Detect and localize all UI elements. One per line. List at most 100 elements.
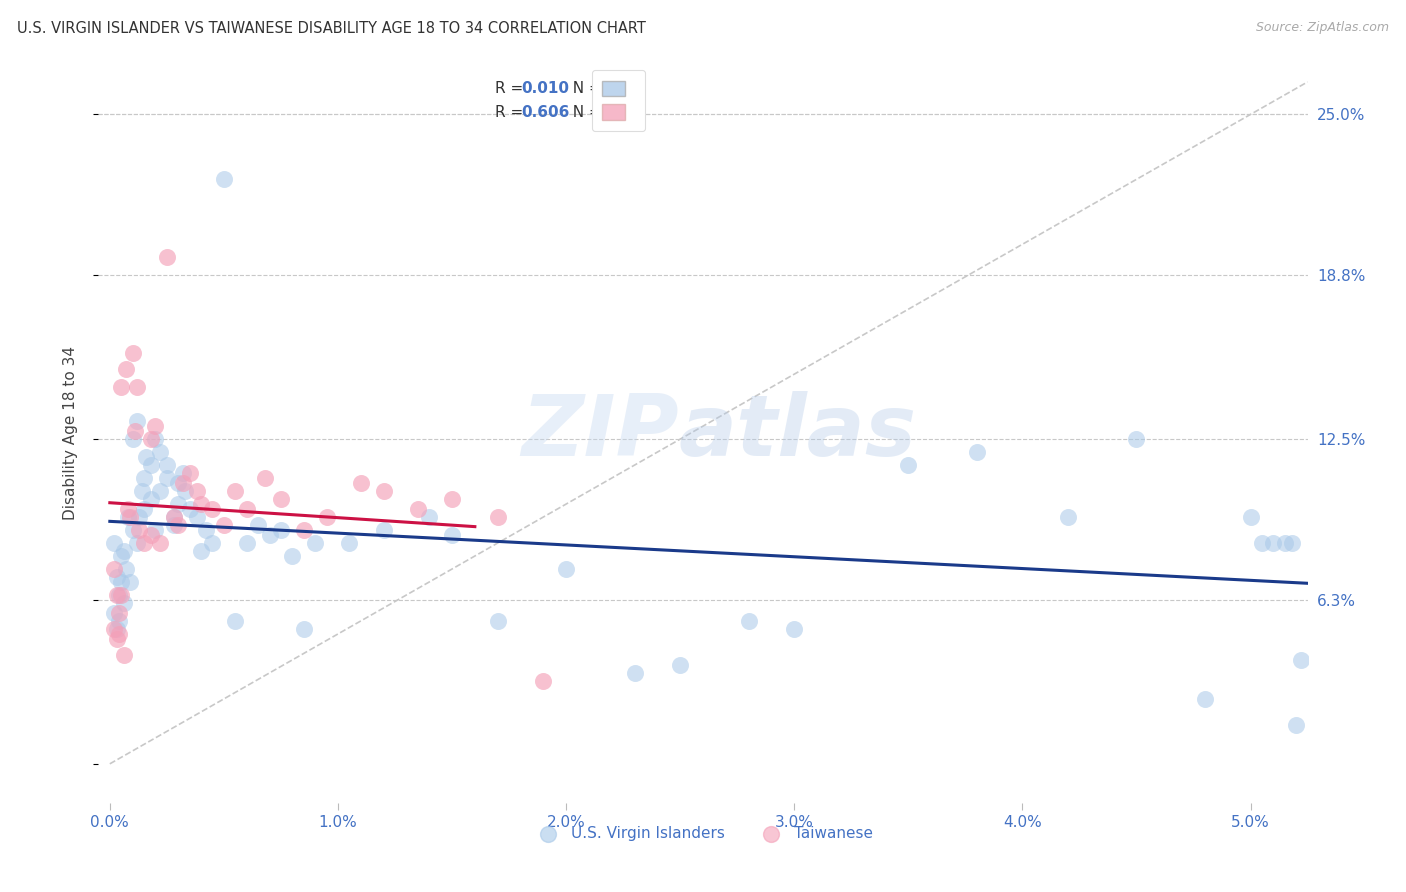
Point: [139, 458, 162, 472]
Legend: U.S. Virgin Islanders, Taiwanese: U.S. Virgin Islanders, Taiwanese: [527, 820, 879, 847]
Point: [139, 432, 162, 446]
Point: [966, 445, 988, 459]
Point: [212, 517, 235, 532]
Point: [156, 458, 179, 472]
Point: [1239, 510, 1261, 524]
Point: [121, 432, 143, 446]
Point: [270, 491, 292, 506]
Point: [127, 536, 149, 550]
Point: [224, 484, 246, 499]
Point: [486, 614, 509, 628]
Text: 0.606: 0.606: [522, 105, 569, 120]
Point: [120, 574, 142, 589]
Point: [121, 523, 143, 537]
Point: [253, 471, 276, 485]
Point: [373, 523, 395, 537]
Text: U.S. VIRGIN ISLANDER VS TAIWANESE DISABILITY AGE 18 TO 34 CORRELATION CHART: U.S. VIRGIN ISLANDER VS TAIWANESE DISABI…: [17, 21, 645, 37]
Point: [139, 528, 162, 542]
Text: N =: N =: [562, 81, 606, 96]
Point: [1251, 536, 1274, 550]
Point: [486, 510, 509, 524]
Point: [112, 544, 135, 558]
Point: [304, 536, 326, 550]
Point: [163, 510, 186, 524]
Point: [132, 471, 155, 485]
Point: [1285, 718, 1308, 732]
Point: [167, 476, 190, 491]
Point: [110, 380, 132, 394]
Point: [112, 596, 135, 610]
Point: [315, 510, 337, 524]
Point: [135, 450, 157, 465]
Point: [1263, 536, 1285, 550]
Point: [737, 614, 759, 628]
Point: [117, 502, 139, 516]
Point: [783, 622, 806, 636]
Point: [156, 471, 179, 485]
Point: [105, 622, 128, 636]
Point: [167, 497, 190, 511]
Point: [247, 517, 270, 532]
Point: [105, 570, 128, 584]
Point: [1057, 510, 1080, 524]
Point: [270, 523, 292, 537]
Point: [179, 502, 201, 516]
Point: [201, 536, 224, 550]
Text: 0.010: 0.010: [522, 81, 569, 96]
Text: 42: 42: [596, 105, 619, 120]
Point: [117, 510, 139, 524]
Text: atlas: atlas: [679, 391, 917, 475]
Point: [105, 632, 128, 647]
Point: [897, 458, 920, 472]
Point: [194, 523, 217, 537]
Point: [190, 544, 212, 558]
Point: [441, 491, 464, 506]
Point: [186, 484, 208, 499]
Point: [112, 648, 135, 662]
Point: [350, 476, 373, 491]
Point: [132, 536, 155, 550]
Point: [127, 414, 149, 428]
Point: [406, 502, 429, 516]
Point: [105, 588, 128, 602]
Point: [172, 476, 194, 491]
Point: [103, 562, 125, 576]
Point: [120, 510, 142, 524]
Point: [235, 536, 257, 550]
Point: [292, 523, 315, 537]
Point: [201, 502, 224, 516]
Point: [121, 346, 143, 360]
Point: [623, 665, 645, 680]
Point: [441, 528, 464, 542]
Text: R =: R =: [495, 105, 529, 120]
Point: [172, 466, 194, 480]
Point: [1289, 653, 1312, 667]
Point: [114, 362, 136, 376]
Point: [128, 510, 150, 524]
Text: 72: 72: [596, 81, 619, 96]
Point: [145, 523, 167, 537]
Point: [131, 484, 153, 499]
Point: [110, 549, 132, 563]
Point: [179, 466, 201, 480]
Point: [1281, 536, 1303, 550]
Text: ZIP: ZIP: [522, 391, 679, 475]
Point: [163, 517, 186, 532]
Point: [124, 425, 146, 439]
Point: [259, 528, 281, 542]
Point: [224, 614, 246, 628]
Point: [212, 172, 235, 186]
Point: [114, 562, 136, 576]
Text: N =: N =: [562, 105, 606, 120]
Point: [132, 502, 155, 516]
Point: [1194, 692, 1216, 706]
Point: [108, 627, 131, 641]
Point: [418, 510, 440, 524]
Point: [110, 588, 132, 602]
Point: [145, 432, 167, 446]
Text: Source: ZipAtlas.com: Source: ZipAtlas.com: [1256, 21, 1389, 35]
Point: [108, 614, 131, 628]
Point: [190, 497, 212, 511]
Text: R =: R =: [495, 81, 529, 96]
Point: [167, 517, 190, 532]
